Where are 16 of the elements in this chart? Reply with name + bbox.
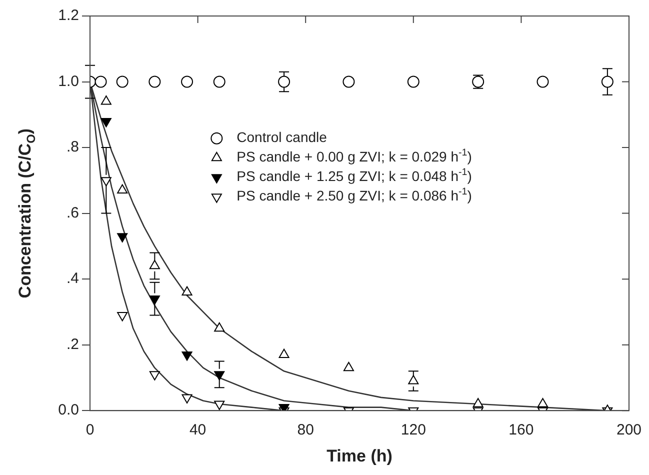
x-tick-label: 80 (297, 422, 314, 439)
y-tick-label: 1.2 (58, 7, 79, 24)
x-tick-label: 120 (400, 422, 426, 439)
y-tick-label: 0.0 (58, 402, 79, 419)
y-tick-label: .2 (66, 336, 79, 353)
y-tick-label: .4 (66, 270, 79, 288)
x-tick-label: 200 (616, 422, 642, 439)
y-tick-label: 1.0 (58, 72, 79, 90)
legend-label: Control candle (236, 129, 328, 146)
x-axis-title: Time (h) (326, 446, 392, 466)
y-axis-title: Concentration (C/CO) (16, 128, 38, 298)
x-tick-label: 40 (189, 422, 206, 439)
x-tick-label: 160 (508, 422, 534, 439)
y-tick-label: .8 (66, 138, 79, 156)
x-tick-label: 0 (86, 422, 94, 439)
y-tick-label: .6 (66, 204, 79, 222)
